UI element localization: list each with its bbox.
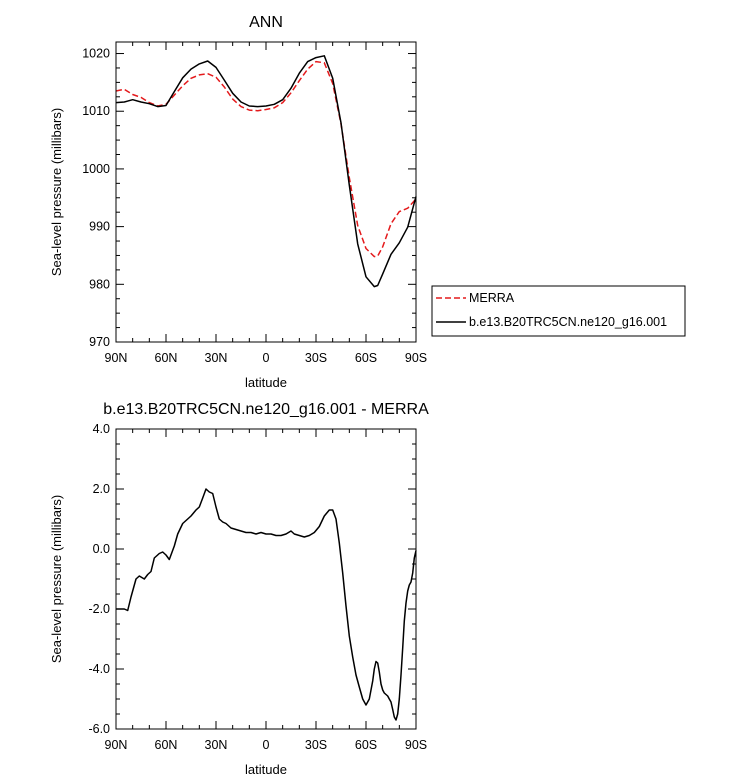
bottom-chart-y-tick-label: 4.0 [93, 422, 110, 436]
top-chart-series-line-0 [115, 60, 417, 258]
bottom-chart-x-tick-label: 90S [405, 738, 427, 752]
legend-box [431, 285, 686, 337]
top-chart-frame [115, 41, 417, 343]
top-chart-x-tick-label: 0 [263, 351, 270, 365]
top-chart-x-tick-label: 30N [205, 351, 228, 365]
legend-label-merra: MERRA [469, 291, 515, 305]
bottom-chart-series-line-0 [116, 488, 417, 721]
top-chart: ANN latitude Sea-level pressure (milliba… [49, 14, 686, 390]
bottom-chart-ticks: 90N 60N 30N 0 30S 60S 90S -6.0 -4.0 -2.0 0.0 2.0 4.0 [88, 422, 427, 752]
bottom-chart-x-tick-label: 90N [105, 738, 128, 752]
bottom-chart-x-tick-label: 60S [355, 738, 377, 752]
top-chart-series-line-1 [115, 55, 417, 288]
bottom-chart-x-tick-label: 30N [205, 738, 228, 752]
bottom-chart-y-axis-label: Sea-level pressure (millibars) [49, 495, 64, 663]
bottom-chart-y-tick-label: -4.0 [88, 662, 110, 676]
top-chart-x-tick-label: 90N [105, 351, 128, 365]
top-chart-y-tick-label: 1010 [82, 104, 110, 118]
top-chart-x-tick-label: 90S [405, 351, 427, 365]
top-chart-y-axis-label: Sea-level pressure (millibars) [49, 108, 64, 276]
bottom-chart-frame [115, 428, 417, 730]
top-chart-x-tick-label: 30S [305, 351, 327, 365]
bottom-chart-y-tick-label: -2.0 [88, 602, 110, 616]
legend-label-model: b.e13.B20TRC5CN.ne120_g16.001 [469, 315, 667, 329]
bottom-chart-x-tick-label: 60N [155, 738, 178, 752]
bottom-chart-x-axis-label: latitude [245, 762, 287, 777]
top-chart-series [115, 55, 417, 288]
bottom-chart-y-tick-label: -6.0 [88, 722, 110, 736]
bottom-chart-title: b.e13.B20TRC5CN.ne120_g16.001 - MERRA [103, 401, 429, 418]
bottom-chart-x-tick-label: 30S [305, 738, 327, 752]
top-chart-y-tick-label: 990 [89, 220, 110, 234]
top-chart-ticks: 90N 60N 30N 0 30S 60S 90S 970 980 990 1000 1010 1020 [82, 42, 427, 365]
bottom-chart-series [116, 488, 417, 721]
bottom-chart-x-tick-label: 0 [263, 738, 270, 752]
legend: MERRA b.e13.B20TRC5CN.ne120_g16.001 [431, 285, 686, 337]
top-chart-y-tick-label: 970 [89, 335, 110, 349]
top-chart-y-tick-label: 1000 [82, 162, 110, 176]
top-chart-title: ANN [249, 14, 283, 31]
top-chart-y-tick-label: 980 [89, 277, 110, 291]
bottom-chart-y-tick-label: 2.0 [93, 482, 110, 496]
top-chart-x-tick-label: 60S [355, 351, 377, 365]
top-chart-x-tick-label: 60N [155, 351, 178, 365]
bottom-chart: b.e13.B20TRC5CN.ne120_g16.001 - MERRA la… [49, 401, 429, 777]
top-chart-x-axis-label: latitude [245, 375, 287, 390]
bottom-chart-y-tick-label: 0.0 [93, 542, 110, 556]
top-chart-y-tick-label: 1020 [82, 47, 110, 61]
